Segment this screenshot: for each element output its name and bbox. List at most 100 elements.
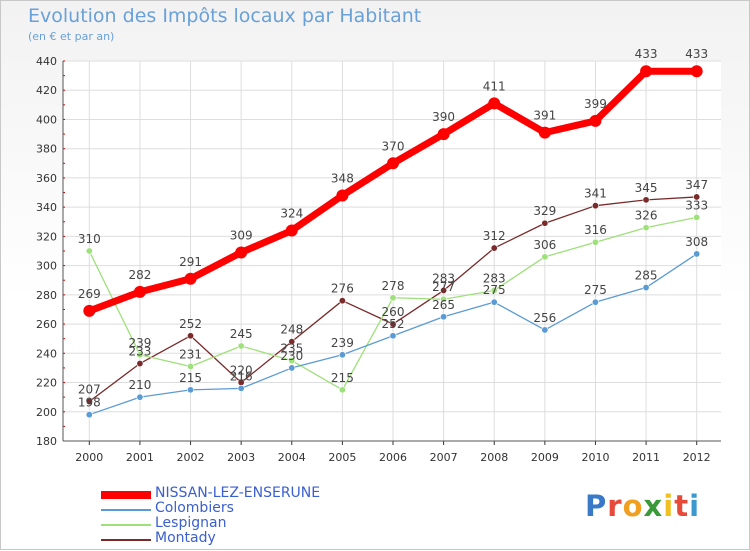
data-label: 341 bbox=[584, 187, 607, 201]
data-label: 276 bbox=[331, 282, 354, 296]
data-label: 391 bbox=[533, 109, 556, 123]
data-label: 326 bbox=[635, 209, 658, 223]
data-point bbox=[85, 247, 93, 255]
data-label: 347 bbox=[685, 178, 708, 192]
data-point bbox=[83, 304, 96, 317]
chart-subtitle: (en € et par an) bbox=[28, 30, 115, 43]
data-point bbox=[387, 157, 399, 170]
data-point bbox=[85, 411, 93, 419]
data-label: 215 bbox=[179, 371, 202, 385]
x-tick-label: 2011 bbox=[632, 451, 660, 464]
data-label: 235 bbox=[280, 342, 303, 356]
y-tick-label: 200 bbox=[36, 406, 57, 419]
data-point bbox=[338, 351, 346, 359]
y-tick-label: 340 bbox=[36, 201, 57, 214]
plot-area bbox=[63, 61, 721, 441]
legend-swatch bbox=[101, 509, 151, 511]
data-label: 260 bbox=[382, 305, 405, 319]
data-point bbox=[640, 65, 653, 78]
data-point bbox=[133, 285, 146, 298]
data-point bbox=[693, 193, 701, 201]
proxiti-logo: Proxiti bbox=[585, 489, 700, 523]
data-point bbox=[235, 246, 248, 259]
data-point bbox=[490, 298, 498, 306]
data-point bbox=[136, 351, 144, 359]
data-point bbox=[437, 128, 450, 141]
legend-label: Lespignan bbox=[155, 515, 227, 531]
logo-letter: x bbox=[643, 489, 664, 523]
y-tick-label: 360 bbox=[36, 172, 57, 185]
data-label: 210 bbox=[128, 378, 151, 392]
data-point bbox=[693, 250, 701, 258]
data-label: 282 bbox=[128, 268, 151, 282]
data-point bbox=[187, 362, 195, 370]
data-point bbox=[591, 298, 599, 306]
x-tick-label: 2010 bbox=[581, 451, 609, 464]
legend-swatch bbox=[101, 539, 151, 541]
data-point bbox=[541, 326, 549, 334]
legend-label: Montady bbox=[155, 530, 216, 546]
data-label: 230 bbox=[280, 349, 303, 363]
data-point bbox=[187, 332, 195, 340]
data-label: 275 bbox=[483, 283, 506, 297]
data-label: 245 bbox=[230, 327, 253, 341]
logo-letter: t bbox=[674, 489, 690, 523]
data-label: 329 bbox=[533, 204, 556, 218]
data-point bbox=[338, 386, 346, 394]
data-label: 248 bbox=[280, 323, 303, 337]
y-tick-label: 320 bbox=[36, 230, 57, 243]
data-point bbox=[693, 213, 701, 221]
data-point bbox=[237, 342, 245, 350]
y-tick-label: 420 bbox=[36, 84, 57, 97]
y-tick-label: 180 bbox=[36, 435, 57, 448]
data-label: 324 bbox=[280, 207, 303, 221]
data-point bbox=[488, 97, 501, 110]
data-label: 285 bbox=[635, 269, 658, 283]
data-point bbox=[389, 320, 397, 328]
data-point bbox=[187, 386, 195, 394]
data-label: 370 bbox=[382, 139, 405, 153]
data-point bbox=[538, 126, 551, 139]
data-point bbox=[136, 393, 144, 401]
data-point bbox=[642, 224, 650, 232]
data-label: 277 bbox=[432, 280, 455, 294]
data-point bbox=[690, 65, 703, 78]
data-label: 316 bbox=[584, 223, 607, 237]
x-tick-label: 2008 bbox=[480, 451, 508, 464]
data-point bbox=[184, 272, 197, 285]
data-label: 256 bbox=[533, 311, 556, 325]
data-label: 433 bbox=[635, 47, 658, 61]
data-label: 283 bbox=[483, 271, 506, 285]
data-point bbox=[541, 219, 549, 227]
x-tick-label: 2006 bbox=[379, 451, 407, 464]
y-tick-label: 400 bbox=[36, 113, 57, 126]
data-point bbox=[336, 189, 349, 202]
x-tick-label: 2009 bbox=[531, 451, 559, 464]
data-label: 399 bbox=[584, 97, 607, 111]
y-tick-label: 220 bbox=[36, 377, 57, 390]
chart-title: Evolution des Impôts locaux par Habitant bbox=[28, 5, 422, 27]
data-label: 239 bbox=[331, 336, 354, 350]
data-label: 220 bbox=[230, 364, 253, 378]
data-label: 333 bbox=[685, 198, 708, 212]
data-point bbox=[288, 357, 296, 365]
logo-letter: r bbox=[607, 489, 623, 523]
data-label: 231 bbox=[179, 347, 202, 361]
data-label: 252 bbox=[382, 317, 405, 331]
y-tick-label: 380 bbox=[36, 143, 57, 156]
data-label: 215 bbox=[331, 371, 354, 385]
data-label: 312 bbox=[483, 229, 506, 243]
data-label: 309 bbox=[230, 228, 253, 242]
data-point bbox=[85, 398, 93, 406]
data-point bbox=[440, 295, 448, 303]
data-label: 278 bbox=[382, 279, 405, 293]
data-point bbox=[237, 384, 245, 392]
data-label: 291 bbox=[179, 255, 202, 269]
legend-label: Colombiers bbox=[155, 500, 234, 516]
data-point bbox=[642, 284, 650, 292]
data-point bbox=[490, 286, 498, 294]
data-point bbox=[541, 253, 549, 261]
data-point bbox=[440, 286, 448, 294]
